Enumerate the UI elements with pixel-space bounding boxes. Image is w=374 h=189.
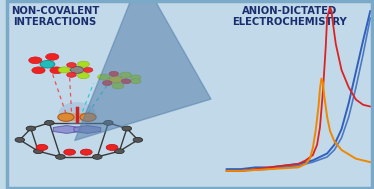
Circle shape [45, 120, 54, 125]
Circle shape [77, 61, 89, 67]
Circle shape [26, 126, 36, 131]
Circle shape [98, 74, 110, 80]
Circle shape [109, 71, 119, 76]
Circle shape [15, 137, 25, 142]
Polygon shape [66, 113, 88, 121]
Circle shape [58, 67, 70, 73]
Circle shape [67, 72, 76, 77]
Circle shape [80, 113, 96, 121]
Circle shape [104, 120, 113, 125]
Circle shape [58, 113, 74, 121]
Text: NON-COVALENT
INTERACTIONS: NON-COVALENT INTERACTIONS [11, 6, 99, 27]
Circle shape [40, 60, 55, 68]
Ellipse shape [59, 102, 95, 125]
Circle shape [80, 149, 92, 155]
Circle shape [131, 79, 141, 84]
Circle shape [112, 83, 124, 89]
Circle shape [56, 154, 65, 159]
Circle shape [64, 149, 76, 155]
Circle shape [67, 63, 76, 67]
Circle shape [33, 149, 43, 154]
Polygon shape [74, 125, 101, 133]
Circle shape [106, 144, 118, 150]
Circle shape [83, 67, 93, 72]
Circle shape [115, 149, 124, 154]
FancyArrowPatch shape [75, 0, 211, 140]
Circle shape [46, 53, 59, 60]
Circle shape [121, 79, 131, 84]
Circle shape [77, 73, 89, 79]
Circle shape [102, 81, 112, 85]
Circle shape [92, 154, 102, 159]
Polygon shape [53, 125, 80, 133]
Circle shape [29, 57, 42, 64]
Circle shape [109, 76, 122, 83]
Circle shape [50, 67, 63, 74]
Circle shape [131, 75, 141, 80]
Text: ANION-DICTATED
ELECTROCHEMISTRY: ANION-DICTATED ELECTROCHEMISTRY [232, 6, 347, 27]
Circle shape [70, 67, 84, 73]
Circle shape [122, 126, 132, 131]
Circle shape [133, 137, 142, 142]
Circle shape [32, 67, 45, 74]
Circle shape [36, 144, 48, 150]
Circle shape [120, 72, 132, 78]
